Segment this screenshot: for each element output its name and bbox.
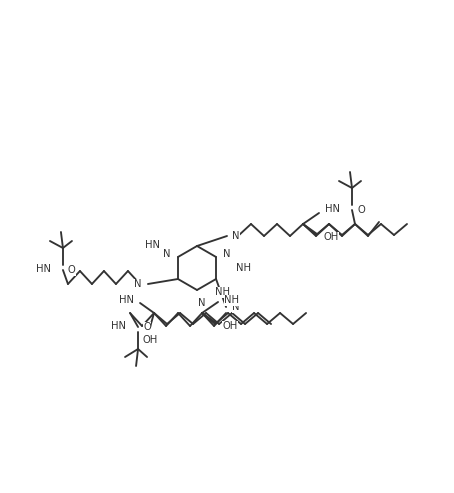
Text: HN: HN bbox=[111, 321, 126, 331]
Text: N: N bbox=[232, 231, 240, 241]
Text: OH: OH bbox=[323, 232, 338, 242]
Text: N: N bbox=[223, 249, 231, 259]
Text: N: N bbox=[163, 249, 171, 259]
Text: O: O bbox=[357, 205, 365, 215]
Text: OH: OH bbox=[222, 321, 237, 331]
Text: NH: NH bbox=[215, 287, 230, 297]
Text: O: O bbox=[68, 265, 76, 275]
Text: N: N bbox=[198, 298, 206, 308]
Text: NH: NH bbox=[236, 263, 251, 273]
Text: O: O bbox=[143, 322, 151, 332]
Text: NH: NH bbox=[224, 295, 239, 305]
Text: NH: NH bbox=[325, 206, 340, 216]
Text: N: N bbox=[134, 279, 142, 289]
Text: OH: OH bbox=[143, 335, 158, 345]
Text: HN: HN bbox=[325, 204, 340, 214]
Text: HN: HN bbox=[119, 295, 134, 305]
Text: HN: HN bbox=[36, 264, 51, 274]
Text: HN: HN bbox=[145, 240, 160, 250]
Text: N: N bbox=[232, 302, 240, 312]
